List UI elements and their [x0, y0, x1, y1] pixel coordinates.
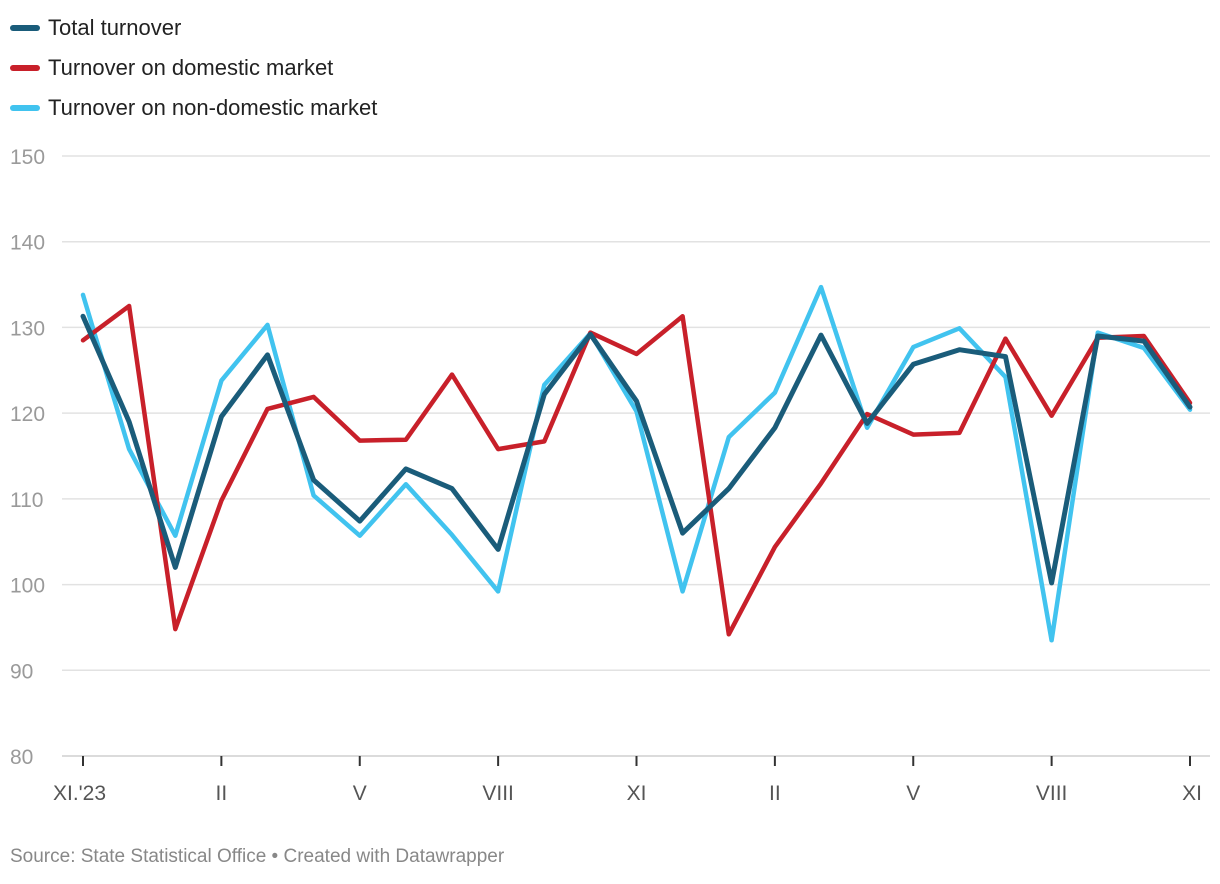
legend-swatch: [10, 25, 40, 31]
series-line-domestic: [80, 303, 1193, 637]
legend: Total turnover Turnover on domestic marke…: [10, 8, 377, 128]
y-tick-label: 90: [10, 660, 33, 683]
x-tick-label: V: [906, 782, 920, 805]
x-tick-label: VIII: [482, 782, 514, 805]
y-tick-label: 100: [10, 575, 45, 598]
series-line-non-domestic: [80, 284, 1193, 643]
legend-label: Turnover on domestic market: [48, 55, 334, 80]
y-tick-label: 130: [10, 317, 45, 340]
x-tick-label: VIII: [1036, 782, 1068, 805]
x-tick-label: II: [769, 782, 781, 805]
series-lines: [80, 284, 1193, 643]
x-tick-label: II: [216, 782, 228, 805]
legend-label: Total turnover: [48, 15, 182, 40]
x-tick-label: XI.'23: [53, 782, 106, 805]
y-tick-label: 110: [10, 489, 43, 512]
grid: 80 90 100 110 120 130 140 150: [10, 146, 1210, 769]
series-line-total-turnover: [80, 313, 1193, 586]
x-tick-label: XI: [1182, 782, 1202, 805]
legend-swatch: [10, 65, 40, 71]
legend-item: Turnover on non-domestic market: [10, 88, 377, 128]
legend-swatch: [10, 105, 40, 111]
y-tick-label: 80: [10, 746, 33, 769]
x-tick-label: XI: [627, 782, 647, 805]
x-tick-label: V: [353, 782, 367, 805]
source-footer: Source: State Statistical Office • Creat…: [10, 846, 505, 867]
x-axis: XI.'23 II V VIII XI II V VIII XI: [53, 756, 1202, 805]
y-tick-label: 150: [10, 146, 45, 169]
y-tick-label: 140: [10, 232, 45, 255]
y-tick-label: 120: [10, 403, 45, 426]
legend-item: Turnover on domestic market: [10, 48, 377, 88]
legend-item: Total turnover: [10, 8, 377, 48]
legend-label: Turnover on non-domestic market: [48, 95, 378, 120]
